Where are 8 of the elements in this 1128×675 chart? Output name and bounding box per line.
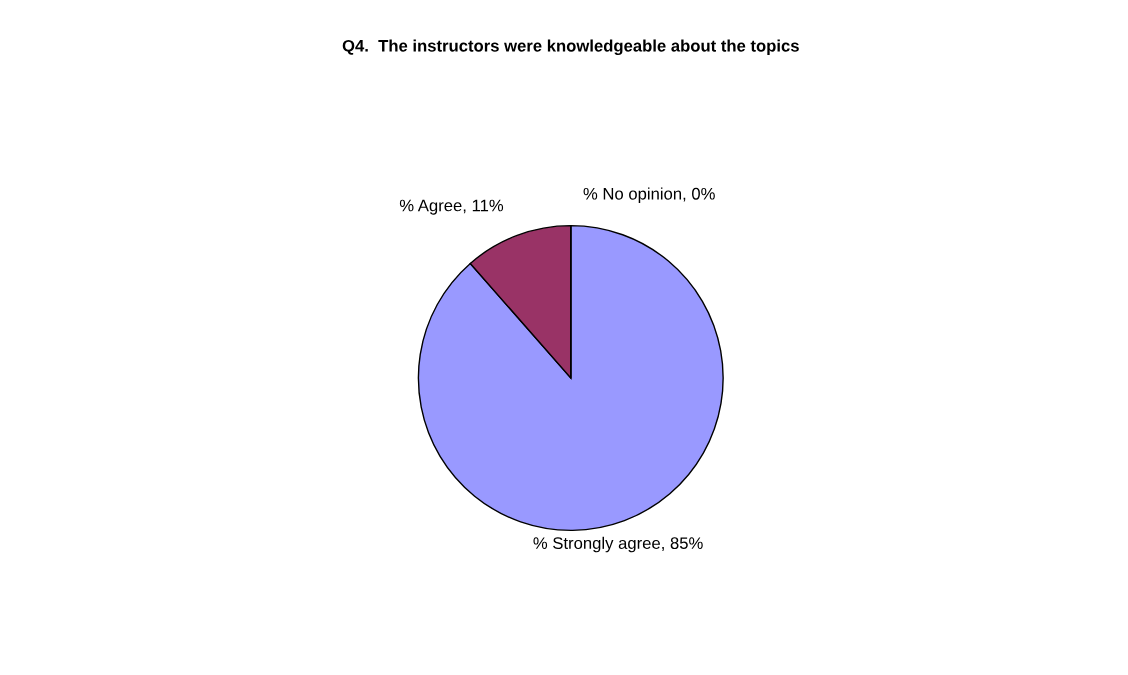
category-label: % No opinion bbox=[583, 187, 682, 203]
chart-title: Q4. The instructors were knowledgeable about the topics bbox=[342, 39, 799, 56]
data-label: , 85% bbox=[662, 537, 703, 551]
pie-slice bbox=[417, 224, 724, 532]
text: , 0% bbox=[683, 187, 715, 202]
data-label: , 11% bbox=[463, 199, 504, 214]
slice-label: % Strongly agree bbox=[533, 536, 660, 553]
slice-label: % Agree bbox=[399, 199, 462, 215]
